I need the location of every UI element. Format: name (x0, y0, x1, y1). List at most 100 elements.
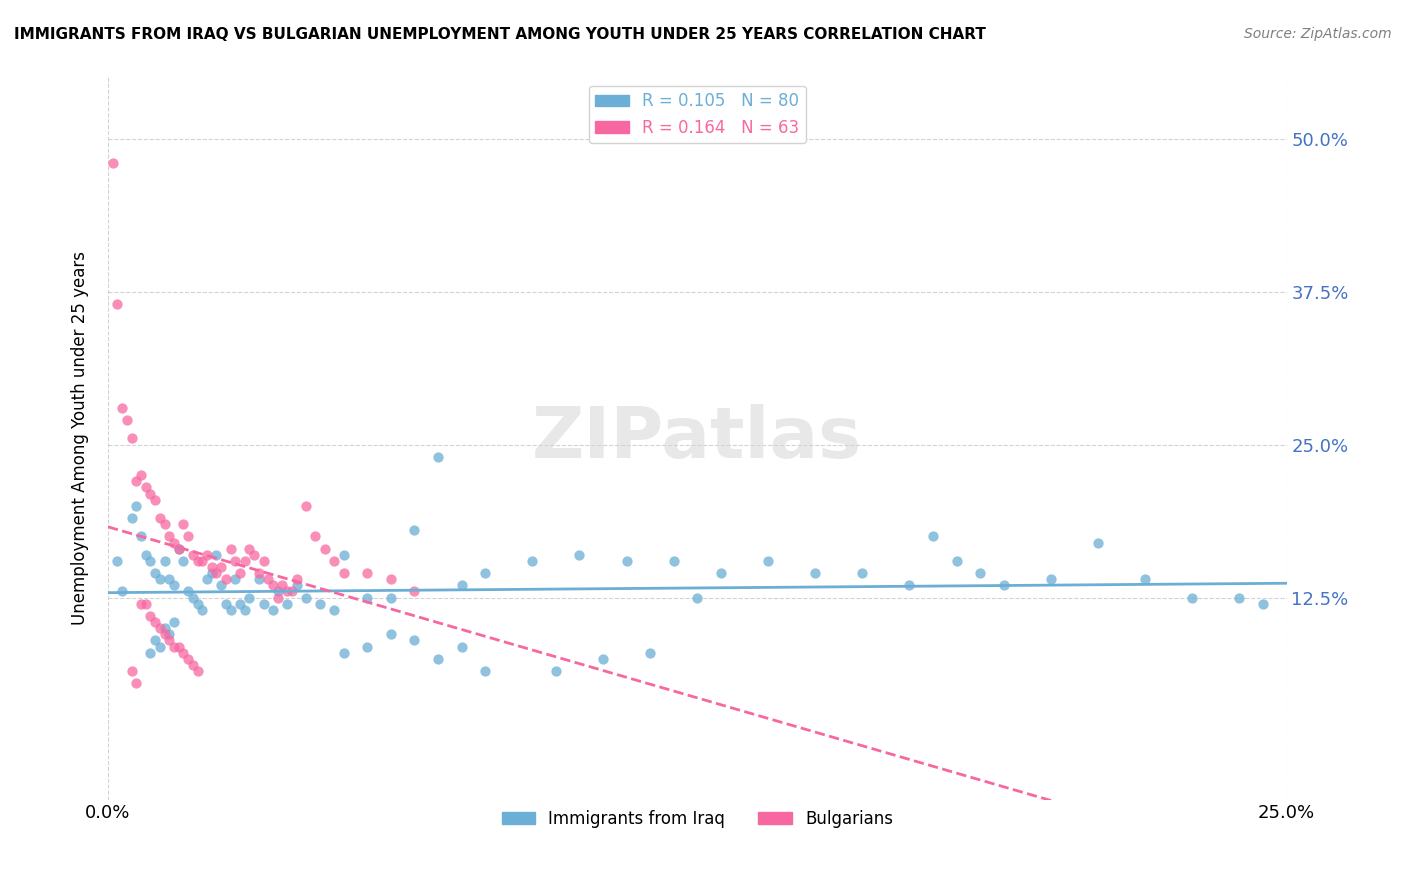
Point (267, 591, 290, 605)
Point (125, 475, 148, 489)
Point (129, 597, 152, 611)
Point (295, 499, 318, 513)
Point (257, 572, 280, 586)
Point (135, 480, 157, 494)
Point (233, 603, 256, 617)
Point (616, 554, 638, 568)
Point (304, 529, 326, 543)
Point (285, 578, 308, 592)
Point (187, 597, 209, 611)
Point (201, 566, 224, 580)
Point (522, 554, 544, 568)
Text: ZIPatlas: ZIPatlas (533, 404, 862, 473)
Point (332, 548, 354, 562)
Point (215, 572, 238, 586)
Point (356, 566, 378, 580)
Point (143, 633, 166, 648)
Point (1039, 572, 1062, 586)
Point (115, 413, 138, 427)
Point (686, 591, 709, 605)
Point (149, 511, 172, 525)
Point (404, 633, 426, 648)
Point (153, 627, 176, 641)
Point (295, 591, 318, 605)
Point (356, 591, 378, 605)
Point (157, 627, 180, 641)
Point (243, 548, 266, 562)
Point (252, 597, 274, 611)
Point (187, 554, 209, 568)
Point (163, 535, 186, 549)
Point (172, 646, 194, 660)
Point (153, 554, 176, 568)
Point (262, 578, 284, 592)
Point (129, 468, 152, 483)
Text: Source: ZipAtlas.com: Source: ZipAtlas.com (1244, 27, 1392, 41)
Point (153, 621, 176, 635)
Point (662, 554, 685, 568)
Point (544, 664, 567, 678)
Legend: Immigrants from Iraq, Bulgarians: Immigrants from Iraq, Bulgarians (495, 803, 900, 835)
Point (139, 646, 162, 660)
Point (474, 664, 496, 678)
Point (945, 554, 967, 568)
Point (139, 554, 162, 568)
Point (267, 584, 290, 599)
Point (167, 541, 190, 556)
Point (167, 541, 190, 556)
Point (427, 450, 450, 464)
Point (332, 566, 354, 580)
Point (149, 572, 172, 586)
Point (121, 664, 143, 678)
Point (125, 499, 148, 513)
Point (129, 529, 152, 543)
Point (404, 523, 426, 537)
Point (474, 566, 496, 580)
Point (380, 627, 402, 641)
Point (163, 615, 186, 629)
Point (172, 554, 194, 568)
Point (380, 572, 402, 586)
Point (276, 584, 298, 599)
Point (111, 584, 134, 599)
Point (229, 597, 252, 611)
Point (195, 572, 218, 586)
Point (224, 572, 246, 586)
Point (281, 584, 304, 599)
Point (177, 529, 200, 543)
Point (1087, 535, 1109, 549)
Point (101, 156, 124, 170)
Point (157, 529, 180, 543)
Point (187, 664, 209, 678)
Point (262, 603, 284, 617)
Point (252, 554, 274, 568)
Point (209, 578, 232, 592)
Point (195, 548, 218, 562)
Point (143, 492, 166, 507)
Point (568, 548, 591, 562)
Point (157, 572, 180, 586)
Point (111, 401, 134, 415)
Point (710, 566, 733, 580)
Point (172, 517, 194, 532)
Point (224, 554, 246, 568)
Point (163, 640, 186, 654)
Point (238, 541, 260, 556)
Point (592, 652, 614, 666)
Point (181, 657, 204, 672)
Point (285, 572, 308, 586)
Point (181, 548, 204, 562)
Point (181, 591, 204, 605)
Point (993, 578, 1015, 592)
Point (191, 603, 214, 617)
Point (356, 640, 378, 654)
Point (271, 578, 294, 592)
Point (125, 676, 148, 690)
Point (323, 554, 346, 568)
Point (638, 646, 661, 660)
Point (219, 541, 242, 556)
Point (922, 529, 945, 543)
Point (380, 591, 402, 605)
Point (149, 621, 172, 635)
Point (153, 517, 176, 532)
